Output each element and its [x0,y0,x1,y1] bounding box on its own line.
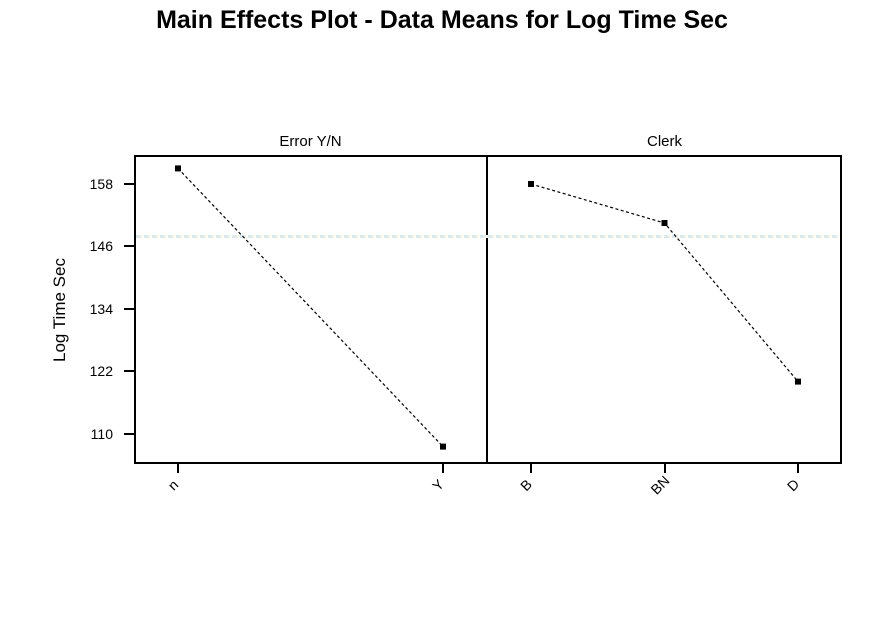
y-tick-label: 110 [90,425,113,442]
x-axis-tick [530,464,532,473]
x-tick-label: Y [429,476,447,494]
x-tick-label: B [517,476,535,494]
y-axis-tick [124,183,134,185]
x-axis-tick [663,464,666,473]
panel-title: Clerk [646,133,682,150]
panel-divider [486,155,488,464]
y-tick-label: 146 [89,238,113,255]
y-axis-tick [124,307,134,310]
x-tick-label: D [783,475,803,495]
y-axis-tick [124,245,134,248]
y-axis-tick [124,370,134,373]
x-axis-tick [177,464,179,473]
y-tick-label: 134 [89,300,113,317]
x-tick-label: n [164,476,182,494]
reference-line [136,235,840,238]
x-axis-tick [797,464,799,473]
x-axis-tick [442,464,444,473]
y-axis-tick [124,432,134,435]
y-tick-label: 122 [89,363,113,380]
x-tick-label: BN [646,472,673,498]
panel-title: Error Y/N [279,133,342,150]
plot-border [134,155,842,464]
chart-title: Main Effects Plot - Data Means for Log T… [156,6,728,34]
y-tick-label: 158 [89,176,113,192]
